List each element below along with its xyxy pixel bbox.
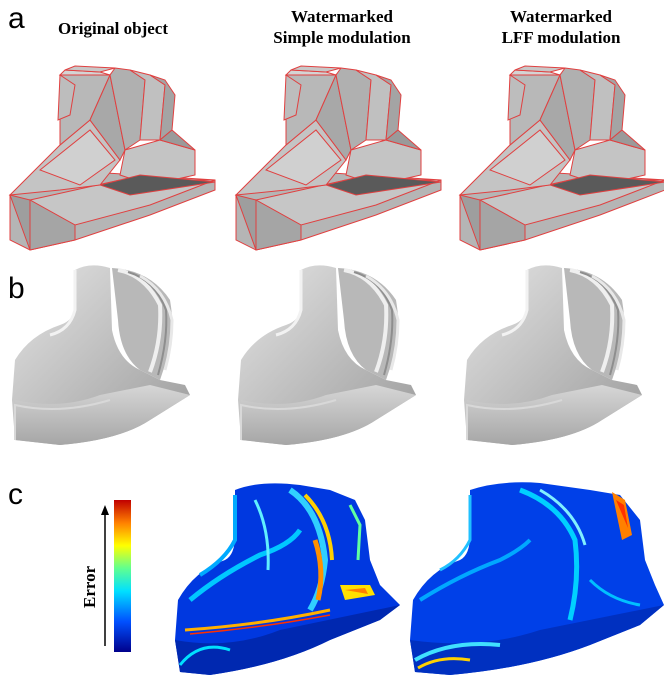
column-title-lff: Watermarked LFF modulation — [458, 6, 664, 48]
mesh-object-lff — [459, 65, 664, 251]
column-title-lff-line1: Watermarked — [510, 7, 612, 26]
error-map-simple — [175, 483, 400, 675]
smooth-object-original — [10, 263, 192, 447]
error-map-lff — [410, 482, 664, 675]
panel-label-c: c — [8, 478, 23, 511]
panel-label-a: a — [8, 2, 25, 35]
colorbar-label: Error — [80, 565, 99, 608]
smooth-object-simple — [236, 263, 418, 447]
column-title-original: Original object — [28, 18, 198, 39]
panel-label-b: b — [8, 272, 25, 305]
error-arrow-head — [101, 505, 109, 515]
column-title-lff-line2: LFF modulation — [501, 28, 621, 47]
column-title-original-line1: Original object — [57, 19, 168, 38]
error-colorbar — [114, 500, 131, 652]
mesh-object-original — [9, 65, 216, 251]
mesh-object-simple — [235, 65, 442, 251]
column-title-simple-line1: Watermarked — [291, 7, 393, 26]
column-title-simple-line2: Simple modulation — [273, 28, 411, 47]
column-title-simple: Watermarked Simple modulation — [232, 6, 452, 48]
smooth-object-lff — [462, 263, 644, 447]
